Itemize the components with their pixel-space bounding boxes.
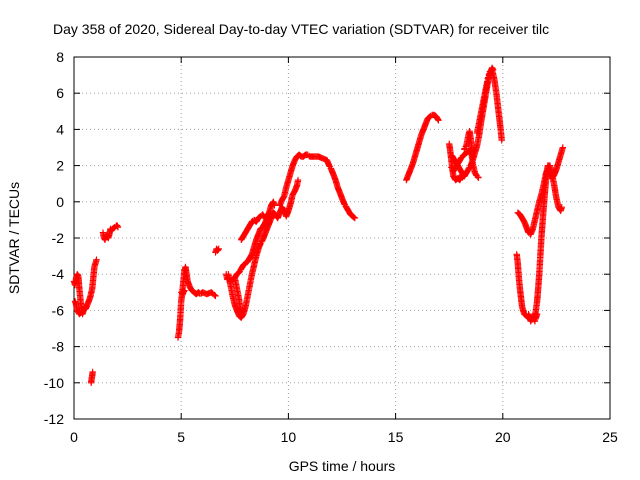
y-tick-label: 4 — [56, 121, 64, 137]
data-point — [238, 309, 245, 316]
data-point — [225, 275, 233, 282]
data-point — [460, 170, 467, 178]
y-tick-label: -12 — [44, 411, 64, 427]
y-tick-label: -4 — [52, 266, 65, 282]
y-tick-label: 8 — [56, 49, 64, 65]
chart-grid — [74, 57, 610, 419]
data-point — [261, 214, 269, 222]
x-tick-label: 15 — [388, 429, 404, 445]
data-point — [459, 170, 466, 177]
data-point — [211, 292, 218, 299]
data-point — [210, 291, 218, 298]
data-point — [235, 269, 242, 277]
data-point — [350, 213, 357, 221]
data-point — [351, 214, 359, 222]
data-point — [215, 245, 222, 253]
data-point — [474, 173, 481, 181]
x-tick-label: 10 — [281, 429, 297, 445]
data-point — [461, 171, 468, 178]
data-point — [558, 204, 565, 211]
y-tick-label: 6 — [56, 85, 64, 101]
data-point — [435, 117, 442, 124]
y-tick-label: 2 — [56, 158, 64, 174]
data-point — [89, 368, 96, 376]
data-point — [533, 310, 541, 318]
data-point — [350, 214, 358, 221]
x-tick-label: 20 — [495, 429, 511, 445]
data-series — [70, 64, 567, 386]
data-point — [469, 153, 476, 160]
data-point — [114, 223, 122, 231]
data-point — [212, 292, 219, 300]
data-point — [93, 256, 100, 263]
chart-axes: 0 5 10 15 20 25 -12 -10 -8 -6 -4 -2 0 2 4 6 8 — [44, 49, 618, 445]
y-tick-label: 0 — [56, 194, 64, 210]
x-tick-label: 0 — [70, 429, 78, 445]
y-tick-label: -6 — [52, 302, 65, 318]
data-point — [498, 137, 505, 144]
y-axis-label: SDTVAR / TECUs — [6, 182, 22, 294]
y-tick-label: -2 — [52, 230, 65, 246]
data-point — [181, 287, 188, 294]
data-point — [475, 174, 482, 181]
x-axis-label: GPS time / hours — [289, 458, 396, 474]
y-tick-label: -8 — [52, 339, 65, 355]
x-tick-label: 5 — [177, 429, 185, 445]
data-point — [294, 176, 302, 184]
data-point — [78, 309, 85, 316]
data-point — [271, 202, 278, 209]
y-tick-label: -10 — [44, 375, 64, 391]
data-point — [559, 144, 567, 151]
x-tick-label: 25 — [602, 429, 618, 445]
chart-title: Day 358 of 2020, Sidereal Day-to-day VTE… — [53, 21, 549, 37]
